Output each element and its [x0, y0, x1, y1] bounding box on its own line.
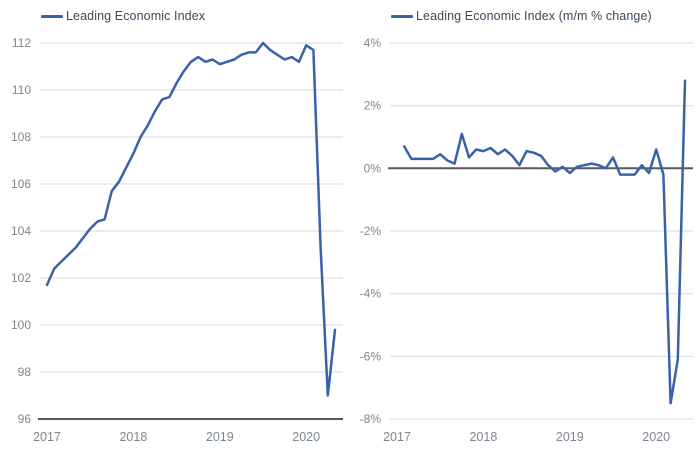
svg-text:2018: 2018	[119, 430, 147, 444]
svg-text:-8%: -8%	[360, 412, 382, 426]
svg-text:2019: 2019	[206, 430, 234, 444]
svg-text:104: 104	[11, 224, 31, 238]
lei-index-legend: Leading Economic Index	[41, 9, 205, 23]
svg-text:2%: 2%	[364, 99, 382, 113]
svg-text:2017: 2017	[383, 430, 411, 444]
svg-text:-2%: -2%	[360, 224, 382, 238]
svg-text:98: 98	[18, 365, 32, 379]
svg-text:2017: 2017	[33, 430, 61, 444]
legend-line-swatch	[41, 14, 63, 18]
svg-text:112: 112	[12, 36, 31, 50]
svg-text:108: 108	[11, 130, 31, 144]
svg-text:96: 96	[18, 412, 32, 426]
lei-mm-change-legend: Leading Economic Index (m/m % change)	[391, 9, 652, 23]
svg-text:102: 102	[11, 271, 31, 285]
legend-label: Leading Economic Index	[66, 9, 206, 23]
svg-text:-4%: -4%	[360, 287, 382, 301]
svg-text:106: 106	[11, 177, 31, 191]
svg-text:0%: 0%	[364, 161, 382, 175]
svg-text:2020: 2020	[292, 430, 320, 444]
svg-text:-6%: -6%	[360, 349, 382, 363]
lei-index-chart: Leading Economic Index 112 110 108 106 104 10…	[11, 9, 343, 444]
svg-text:2018: 2018	[469, 430, 497, 444]
lei-mm-change-plot: 4% 2% 0% -2% -4% -6% -8%2017 2018 2019 2020	[360, 36, 693, 444]
lei-mm-change-chart: Leading Economic Index (m/m % change) 4%…	[350, 0, 700, 454]
svg-text:2020: 2020	[642, 430, 670, 444]
svg-text:110: 110	[12, 83, 31, 97]
svg-text:4%: 4%	[364, 36, 382, 50]
svg-text:2019: 2019	[556, 430, 584, 444]
legend-label: Leading Economic Index (m/m % change)	[416, 9, 652, 23]
svg-text:100: 100	[11, 318, 31, 332]
legend-line-swatch	[391, 14, 413, 18]
